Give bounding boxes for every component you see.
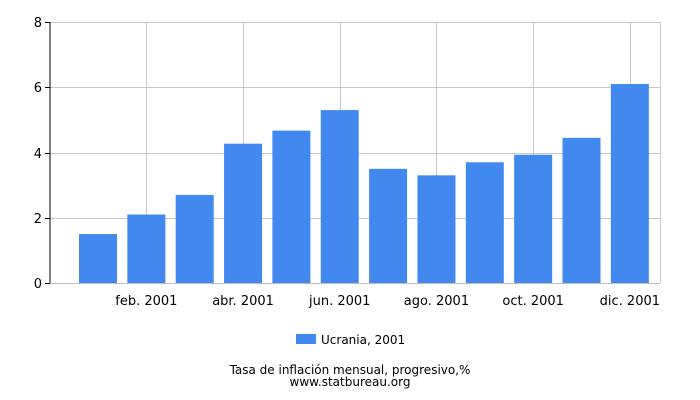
legend-label: Ucrania, 2001 [321,333,405,347]
bar[interactable] [369,168,408,283]
x-tick-label: feb. 2001 [115,294,177,309]
legend: Ucrania, 2001 [296,333,405,347]
y-tick-label: 4 [34,147,42,162]
legend-swatch [296,334,316,344]
bar[interactable] [610,83,649,283]
bar[interactable] [175,194,214,283]
bar[interactable] [224,143,263,283]
bar[interactable] [514,154,553,283]
source-link[interactable]: www.statbureau.org [290,375,411,389]
x-tick-label: abr. 2001 [212,294,274,309]
x-tick-label: dic. 2001 [600,294,660,309]
y-tick-label: 8 [34,16,42,31]
bars [79,83,649,284]
x-tick-label: oct. 2001 [502,294,564,309]
bar[interactable] [320,110,359,284]
y-tick-label: 0 [34,277,42,292]
x-tick-label: ago. 2001 [404,294,469,309]
x-tick-label: jun. 2001 [308,294,370,309]
chart-title: Tasa de inflación mensual, progresivo,% [229,363,471,377]
x-tick-labels: feb. 2001 abr. 2001 jun. 2001 ago. 2001 oct.… [115,294,660,309]
y-tick-labels: 0 2 4 6 8 [34,16,50,292]
y-tick-label: 2 [34,212,42,227]
bar[interactable] [465,162,504,283]
bar[interactable] [127,214,166,283]
axes [49,22,660,284]
bar[interactable] [79,234,117,283]
bar[interactable] [417,175,456,283]
y-tick-label: 6 [34,81,42,96]
bar[interactable] [272,130,311,283]
bar[interactable] [562,137,601,283]
